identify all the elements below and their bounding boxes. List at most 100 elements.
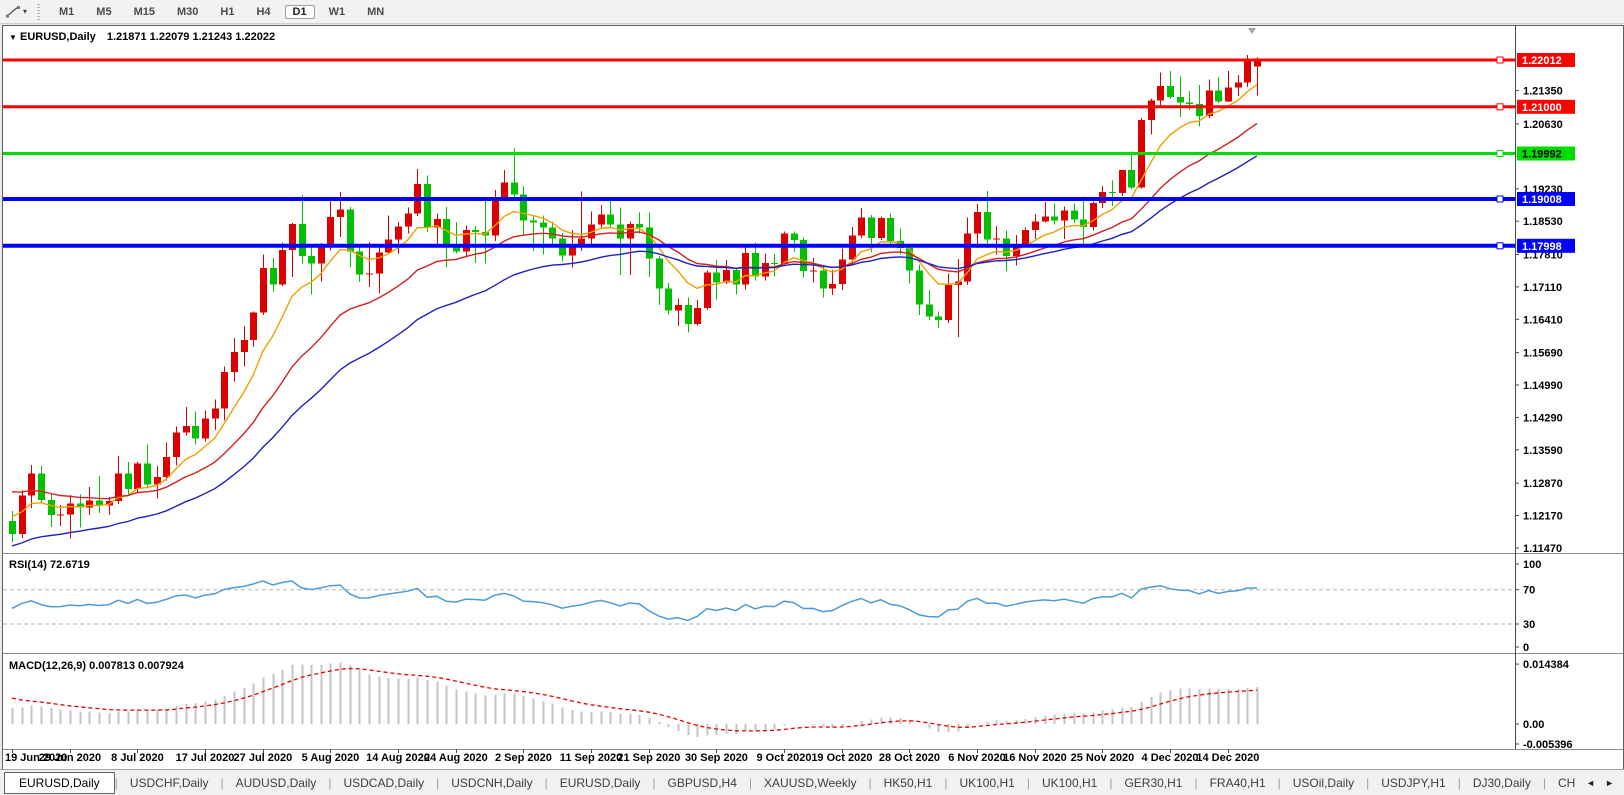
price-tick-label: 1.11470 [1523, 543, 1562, 555]
timeframe-button-m1[interactable]: M1 [59, 6, 75, 18]
tab-separator: | [1109, 775, 1113, 790]
tab-strip: EURUSD,Daily | USDCHF,Daily | AUDUSD,Daily | U… [0, 770, 1576, 795]
timeframe-button-h4[interactable]: H4 [256, 6, 271, 18]
tab-separator: | [652, 775, 656, 790]
mid-ma-line[interactable] [11, 122, 1258, 500]
date-tick-label: 28 Oct 2020 [878, 752, 941, 764]
chart-tab[interactable]: FRA40,H1 [1209, 775, 1266, 790]
date-tick-label: 14 Aug 2020 [366, 752, 430, 764]
slow-ma-line[interactable] [11, 155, 1258, 547]
tab-separator: | [328, 775, 332, 790]
date-tick-label: 24 Aug 2020 [423, 752, 488, 764]
chart-window: 1.213501.206301.199301.192301.185301.178… [2, 25, 1624, 770]
date-tick-label: 6 Nov 2020 [948, 752, 1006, 764]
timeframe-button-h1[interactable]: H1 [220, 6, 235, 18]
price-badge-label: 1.19992 [1522, 149, 1562, 161]
chart-tab[interactable]: CHINA300,H1 [1557, 775, 1576, 790]
date-tick-label: 30 Sep 2020 [684, 752, 748, 764]
price-badge-label: 1.21000 [1522, 102, 1562, 114]
price-badge-label: 1.17998 [1522, 241, 1562, 253]
date-tick-label: 4 Dec 2020 [1141, 752, 1199, 764]
price-tick-label: 1.12870 [1523, 478, 1563, 490]
chart-tab[interactable]: UK100,H1 [1041, 775, 1098, 790]
chart-tab[interactable]: USDCNH,Daily [451, 775, 533, 790]
price-badge-label: 1.22012 [1522, 55, 1562, 67]
line-anchor-marker[interactable] [1496, 56, 1504, 64]
price-tick-label: 1.21350 [1523, 86, 1563, 98]
date-tick-label: 25 Nov 2020 [1070, 752, 1135, 764]
price-tick-label: 1.17110 [1523, 282, 1562, 294]
date-tick-label: 2 Sep 2020 [495, 752, 552, 764]
tab-scroll-buttons: ◄ ► [1576, 770, 1624, 795]
timeframe-button-w1[interactable]: W1 [328, 6, 346, 18]
price-badge [1517, 146, 1575, 161]
macd-signal-line [11, 667, 1257, 732]
tab-scroll-right-icon[interactable]: ► [1605, 777, 1614, 788]
date-tick-label: 5 Aug 2020 [301, 752, 360, 764]
chart-title: ▼ EURUSD,Daily 1.21871 1.22079 1.21243 1… [9, 31, 275, 43]
timeframe-button-m15[interactable]: M15 [133, 6, 155, 18]
chart-tab[interactable]: USDCAD,Daily [343, 775, 425, 790]
tab-separator: | [1366, 775, 1370, 790]
timeframe-button-mn[interactable]: MN [367, 6, 385, 18]
date-tick-label: 8 Jul 2020 [111, 752, 164, 764]
chart-tab[interactable]: GBPUSD,H4 [667, 775, 737, 790]
line-anchor-marker[interactable] [1496, 150, 1504, 157]
tab-separator: | [944, 775, 948, 790]
price-badge [1517, 99, 1575, 114]
toolbar-grip[interactable] [37, 3, 41, 20]
collapse-triangle-icon[interactable]: ▼ [9, 33, 17, 42]
date-tick-label: 16 Nov 2020 [1003, 752, 1067, 764]
price-tick-label: 1.14290 [1523, 412, 1563, 424]
tab-separator: | [220, 775, 224, 790]
tab-separator: | [1277, 775, 1281, 790]
rsi-indicator-label: RSI(14) 72.6719 [9, 559, 90, 571]
price-tick-label: 1.13590 [1523, 445, 1563, 457]
chart-tab[interactable]: USOil,Daily [1292, 775, 1355, 790]
date-tick-label: 19 Oct 2020 [811, 752, 873, 764]
chart-tab[interactable]: DJ30,Daily [1472, 775, 1531, 790]
macd-tick-label: -0.005396 [1523, 739, 1573, 751]
chart-tab[interactable]: GER30,H1 [1124, 775, 1183, 790]
chart-tab[interactable]: USDJPY,H1 [1381, 775, 1446, 790]
ohlc-values: 1.21871 1.22079 1.21243 1.22022 [106, 31, 276, 43]
timeframe-button-m5[interactable]: M5 [96, 6, 112, 18]
timeframe-button-m30[interactable]: M30 [176, 6, 199, 18]
rsi-line [11, 580, 1257, 622]
date-tick-label: 21 Sep 2020 [617, 752, 681, 764]
chart-tab[interactable]: EURUSD,Daily [4, 771, 115, 794]
price-tick-label: 1.16410 [1523, 314, 1563, 326]
rsi-tick-label: 30 [1523, 619, 1535, 631]
date-tick-label: 9 Oct 2020 [756, 752, 812, 764]
fast-ma-line[interactable] [11, 84, 1258, 518]
chart-tab[interactable]: AUDUSD,Daily [235, 775, 317, 790]
line-anchor-marker[interactable] [1496, 103, 1504, 111]
trendline-tool-icon[interactable] [5, 5, 21, 19]
chart-tab[interactable]: UK100,H1 [959, 775, 1015, 790]
macd-indicator-label: MACD(12,26,9) 0.007813 0.007924 [9, 660, 184, 672]
price-tick-label: 1.14990 [1523, 380, 1563, 392]
tool-dropdown-caret-icon[interactable]: ▾ [23, 7, 28, 16]
price-badge [1517, 192, 1575, 206]
price-tick-label: 1.12170 [1523, 511, 1563, 523]
price-tick-label: 1.20630 [1523, 119, 1563, 131]
chart-shift-marker-icon[interactable] [1248, 28, 1256, 34]
macd-tick-label: 0.00 [1523, 719, 1544, 731]
symbol-period-label: EURUSD,Daily [19, 31, 96, 43]
chart-tab[interactable]: USDCHF,Daily [129, 775, 209, 790]
timeframe-button-d1[interactable]: D1 [284, 5, 315, 19]
chart-tab[interactable]: EURUSD,Daily [559, 775, 641, 790]
chart-tab[interactable]: HK50,H1 [883, 775, 933, 790]
tab-separator: | [1542, 775, 1546, 790]
price-badge-label: 1.19008 [1522, 194, 1562, 206]
chart-tab[interactable]: XAUUSD,Weekly [764, 775, 857, 790]
price-tick-label: 1.15690 [1523, 348, 1563, 360]
date-tick-label: 14 Dec 2020 [1196, 752, 1260, 764]
line-anchor-marker[interactable] [1496, 242, 1504, 250]
tab-separator: | [544, 775, 548, 790]
macd-histogram [11, 662, 1259, 737]
tab-separator: | [436, 775, 440, 790]
tab-scroll-left-icon[interactable]: ◄ [1586, 777, 1596, 788]
line-anchor-marker[interactable] [1496, 195, 1504, 203]
date-tick-label: 29 Jun 2020 [38, 752, 102, 764]
